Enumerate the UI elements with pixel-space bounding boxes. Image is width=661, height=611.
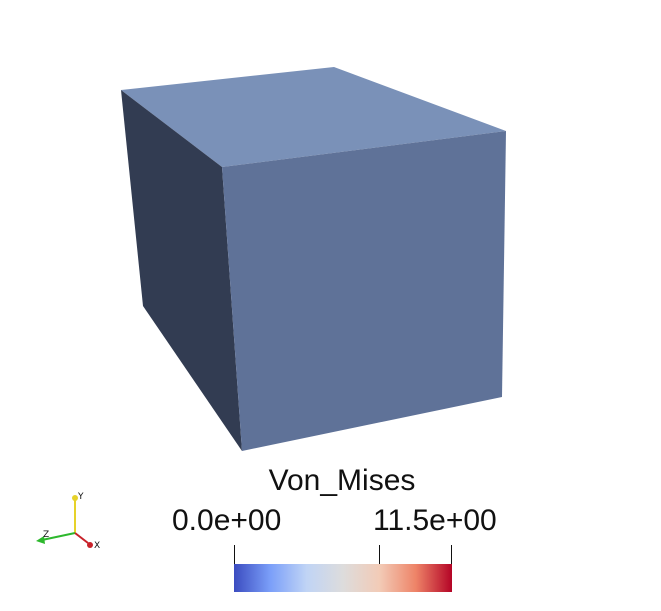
x-axis-line	[74, 532, 89, 544]
scalar-bar-tick-min	[234, 545, 235, 564]
z-axis-label: Z	[43, 530, 49, 540]
box-side-face	[121, 90, 242, 451]
y-axis-label: Y	[77, 492, 84, 502]
box-top-face	[121, 67, 506, 167]
scalar-bar-tick-max	[451, 545, 452, 564]
scalar-bar-min-label: 0.0e+00	[172, 504, 282, 537]
scalar-bar-colormap	[234, 564, 452, 592]
scalar-bar-title: Von_Mises	[268, 464, 416, 497]
scalar-bar-tick-mid	[379, 545, 380, 564]
z-axis-tip	[36, 536, 45, 544]
z-axis-line	[41, 532, 76, 541]
x-axis-tip	[87, 542, 93, 548]
box-front-face	[222, 131, 506, 451]
x-axis-label: X	[94, 541, 100, 551]
scalar-bar-max-label: 11.5e+00	[373, 504, 497, 537]
orientation-axes: Y Z X	[36, 492, 100, 551]
y-axis-tip	[72, 495, 78, 501]
